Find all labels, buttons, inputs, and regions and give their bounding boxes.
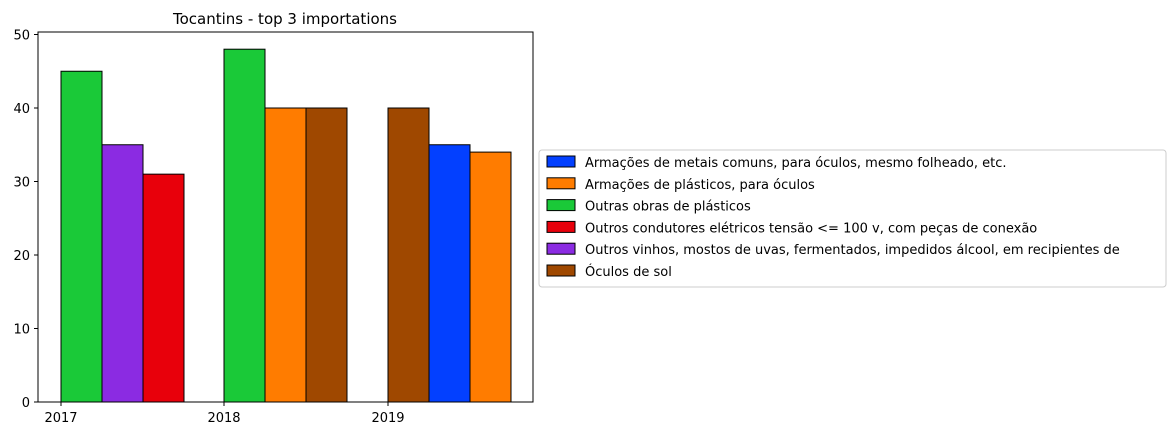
bar-2017-3 [142,173,185,403]
legend-label: Óculos de sol [585,264,672,280]
bar-2019-1 [387,107,430,403]
legend-swatch [546,155,576,168]
legend-label: Armações de plásticos, para óculos [585,178,815,193]
legend: Armações de metais comuns, para óculos, … [538,149,1167,288]
plot-frame [37,31,534,403]
legend-swatch [546,242,576,255]
bar-2017-1 [60,70,103,403]
bars-layer [60,48,512,403]
x-tick-label: 2019 [371,411,404,426]
y-tick-label: 20 [13,249,30,264]
y-axis: 0 10 20 30 40 50 [13,29,38,411]
legend-label: Outras obras de plásticos [585,200,751,215]
x-axis: 2017 2018 2019 [44,402,405,426]
bar-2018-1 [223,48,266,403]
y-tick-label: 10 [13,323,30,338]
legend-box [538,149,1167,288]
legend-swatch [546,264,576,277]
legend-swatch [546,220,576,233]
bar-2018-3 [305,107,348,403]
x-tick-label: 2018 [207,411,240,426]
legend-swatch [546,199,576,212]
legend-swatch [546,177,576,190]
y-tick-label: 50 [13,29,30,44]
y-tick-label: 0 [22,396,30,411]
bar-2019-2 [428,144,471,403]
legend-label: Outros condutores elétricos tensão <= 10… [585,221,1037,236]
chart-title: Tocantins - top 3 importations [172,10,397,28]
legend-label: Armações de metais comuns, para óculos, … [585,156,1007,171]
y-tick-label: 40 [13,102,30,117]
bar-2019-3 [469,151,512,403]
bar-2017-2 [101,144,144,403]
legend-label: Outros vinhos, mostos de uvas, fermentad… [585,243,1120,258]
y-tick-label: 30 [13,176,30,191]
bar-2018-2 [264,107,307,403]
x-tick-label: 2017 [44,411,77,426]
